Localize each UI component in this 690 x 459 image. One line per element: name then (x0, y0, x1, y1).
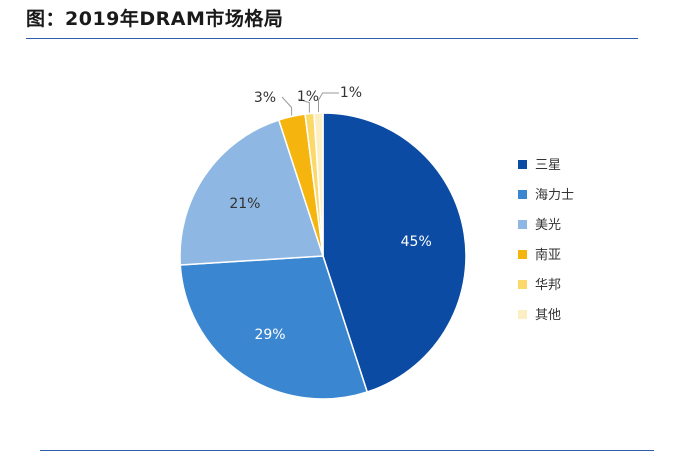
legend-swatch-5 (518, 280, 527, 289)
label-leader-lines (281, 92, 339, 116)
legend-label-4: 南亚 (535, 247, 561, 263)
legend-swatch-4 (518, 250, 527, 259)
top-divider (26, 38, 638, 39)
leader-line-6 (318, 92, 339, 113)
legend-label-3: 美光 (535, 218, 561, 233)
pie-slices (179, 112, 467, 400)
pie-slice-3 (179, 119, 325, 266)
legend-label-5: 华邦 (535, 278, 561, 293)
legend-label-6: 其他 (535, 308, 561, 323)
legend-label-1: 三星 (535, 158, 561, 173)
legend-swatch-2 (518, 190, 527, 199)
pie-slice-6 (313, 112, 324, 257)
slice-label-2: 29% (254, 327, 285, 343)
slice-label-5: 1% (297, 89, 319, 105)
slice-labels: 45% 29% 21% 3% 1% 1% (229, 85, 431, 343)
slice-label-6: 1% (340, 85, 362, 101)
figure-title: 图：2019年DRAM市场格局 (26, 8, 284, 30)
slice-label-3: 21% (229, 196, 260, 212)
legend-label-2: 海力士 (535, 188, 574, 203)
slice-label-1: 45% (401, 234, 432, 250)
leader-line-5 (297, 98, 310, 113)
bottom-divider (40, 450, 654, 451)
pie-slice-2 (179, 255, 369, 400)
slice-label-4: 3% (254, 90, 276, 106)
legend-swatch-3 (518, 220, 527, 229)
leader-line-4 (281, 96, 293, 116)
pie-slice-1 (322, 112, 467, 393)
legend-swatch-6 (518, 310, 527, 319)
legend-swatch-1 (518, 160, 527, 169)
